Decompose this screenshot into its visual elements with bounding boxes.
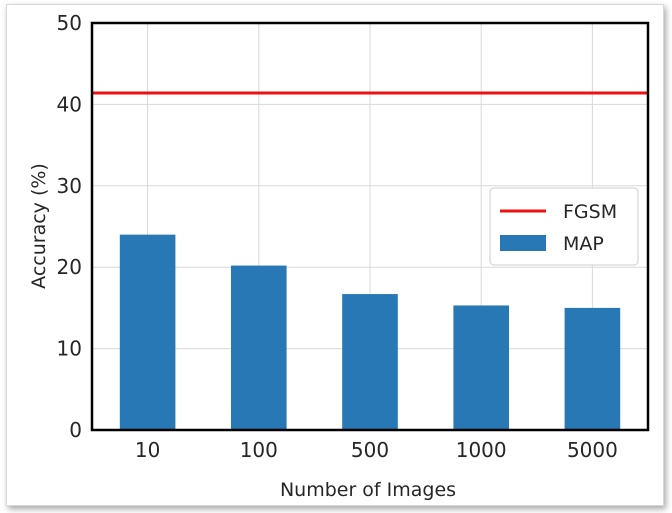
- plot-area-border: [90, 21, 650, 432]
- legend-map-swatch: [500, 235, 546, 251]
- y-axis-label: Accuracy (%): [28, 163, 50, 289]
- x-axis-label: Number of Images: [280, 479, 456, 501]
- legend-map-label: MAP: [563, 233, 604, 255]
- bar-map-100: [231, 265, 287, 430]
- bar-map-10: [119, 234, 176, 430]
- y-tick-labels: 0 10 20 30 40 50: [57, 11, 82, 442]
- legend-fgsm-label: FGSM: [563, 201, 617, 223]
- y-tick-label: 30: [57, 174, 82, 198]
- x-tick-label: 10: [135, 438, 160, 462]
- bar-map-1000: [453, 305, 509, 430]
- bars: [119, 234, 621, 430]
- y-tick-label: 50: [57, 11, 82, 35]
- bar-map-5000: [564, 307, 621, 430]
- y-tick-label: 40: [57, 92, 82, 116]
- x-tick-label: 100: [240, 438, 278, 462]
- y-tick-label: 10: [57, 337, 82, 361]
- legend: FGSM MAP: [489, 187, 639, 266]
- x-tick-label: 5000: [567, 438, 618, 462]
- x-tick-label: 1000: [456, 438, 507, 462]
- x-tick-labels: 10 100 500 1000 5000: [135, 438, 618, 462]
- y-tick-label: 20: [57, 255, 82, 279]
- y-tick-label: 0: [69, 418, 82, 442]
- x-tick-label: 500: [351, 438, 389, 462]
- bar-map-500: [342, 294, 398, 430]
